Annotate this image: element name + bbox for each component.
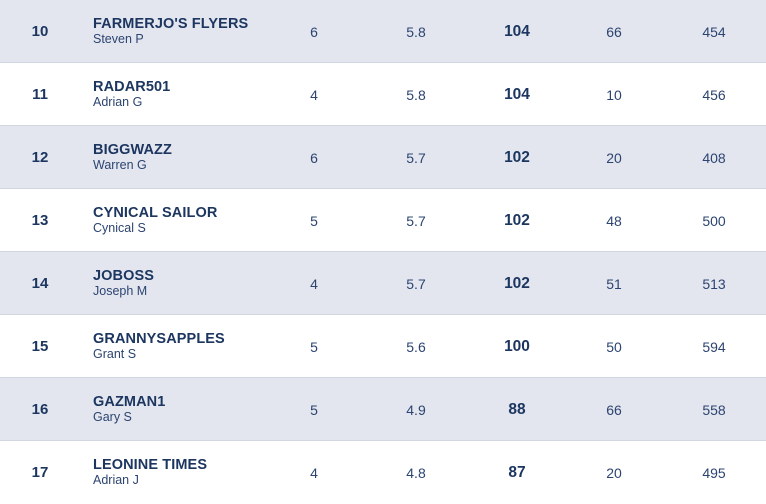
team-cell: LEONINE TIMES Adrian J <box>93 441 293 504</box>
team-name[interactable]: BIGGWAZZ <box>93 142 172 158</box>
table-row[interactable]: 16 GAZMAN1 Gary S 5 4.9 88 66 558 <box>0 378 766 441</box>
team-name[interactable]: FARMERJO'S FLYERS <box>93 16 249 32</box>
row-divider <box>0 377 766 378</box>
manager-name: Cynical S <box>93 221 146 235</box>
stat-cell-2: 5.7 <box>406 149 426 166</box>
stat-cell-3: 104 <box>504 85 530 103</box>
stat-cell-1: 4 <box>310 86 318 103</box>
stat-cell-2: 4.8 <box>406 464 426 481</box>
team-name[interactable]: GAZMAN1 <box>93 394 166 410</box>
team-name[interactable]: RADAR501 <box>93 79 171 95</box>
team-name[interactable]: CYNICAL SAILOR <box>93 205 218 221</box>
team-cell: CYNICAL SAILOR Cynical S <box>93 189 293 252</box>
stat-cell-1: 6 <box>310 149 318 166</box>
rank-cell: 17 <box>31 464 49 481</box>
rank-cell: 14 <box>31 275 49 292</box>
table-row[interactable]: 15 GRANNYSAPPLES Grant S 5 5.6 100 50 59… <box>0 315 766 378</box>
stat-cell-4: 48 <box>606 212 622 229</box>
team-cell: GAZMAN1 Gary S <box>93 378 293 441</box>
table-row[interactable]: 14 JOBOSS Joseph M 4 5.7 102 51 513 <box>0 252 766 315</box>
stat-cell-4: 66 <box>606 401 622 418</box>
manager-name: Joseph M <box>93 284 148 298</box>
stat-cell-4: 51 <box>606 275 622 292</box>
stat-cell-2: 5.7 <box>406 275 426 292</box>
team-cell: FARMERJO'S FLYERS Steven P <box>93 0 293 63</box>
table-row[interactable]: 10 FARMERJO'S FLYERS Steven P 6 5.8 104 … <box>0 0 766 63</box>
stat-cell-5: 495 <box>702 464 726 481</box>
stat-cell-2: 5.8 <box>406 86 426 103</box>
stat-cell-1: 5 <box>310 338 318 355</box>
row-divider <box>0 188 766 189</box>
stat-cell-5: 558 <box>702 401 726 418</box>
team-cell: BIGGWAZZ Warren G <box>93 126 293 189</box>
row-divider <box>0 314 766 315</box>
team-name[interactable]: JOBOSS <box>93 268 155 284</box>
team-name[interactable]: LEONINE TIMES <box>93 457 208 473</box>
manager-name: Steven P <box>93 32 144 46</box>
stat-cell-3: 104 <box>504 22 530 40</box>
team-cell: RADAR501 Adrian G <box>93 63 293 126</box>
stat-cell-3: 102 <box>504 274 530 292</box>
rank-cell: 12 <box>31 149 49 166</box>
rank-cell: 16 <box>31 401 49 418</box>
team-cell: GRANNYSAPPLES Grant S <box>93 315 293 378</box>
stat-cell-3: 88 <box>508 400 526 418</box>
stat-cell-5: 594 <box>702 338 726 355</box>
stat-cell-1: 4 <box>310 464 318 481</box>
team-cell: JOBOSS Joseph M <box>93 252 293 315</box>
manager-name: Warren G <box>93 158 147 172</box>
rank-cell: 10 <box>31 23 49 40</box>
stat-cell-2: 5.8 <box>406 23 426 40</box>
stat-cell-1: 5 <box>310 401 318 418</box>
table-row[interactable]: 17 LEONINE TIMES Adrian J 4 4.8 87 20 49… <box>0 441 766 504</box>
stat-cell-2: 5.7 <box>406 212 426 229</box>
table-row[interactable]: 11 RADAR501 Adrian G 4 5.8 104 10 456 <box>0 63 766 126</box>
team-name[interactable]: GRANNYSAPPLES <box>93 331 225 347</box>
table-row[interactable]: 12 BIGGWAZZ Warren G 6 5.7 102 20 408 <box>0 126 766 189</box>
stat-cell-4: 10 <box>606 86 622 103</box>
stat-cell-2: 4.9 <box>406 401 426 418</box>
stat-cell-4: 66 <box>606 23 622 40</box>
row-divider <box>0 251 766 252</box>
stat-cell-1: 5 <box>310 212 318 229</box>
stat-cell-5: 513 <box>702 275 726 292</box>
rank-cell: 11 <box>32 86 48 103</box>
rank-cell: 15 <box>31 338 49 355</box>
stat-cell-5: 456 <box>702 86 726 103</box>
manager-name: Adrian G <box>93 95 143 109</box>
stat-cell-1: 6 <box>310 23 318 40</box>
row-divider <box>0 62 766 63</box>
manager-name: Grant S <box>93 347 137 361</box>
stat-cell-5: 454 <box>702 23 726 40</box>
stat-cell-3: 87 <box>508 463 526 481</box>
stat-cell-1: 4 <box>310 275 318 292</box>
manager-name: Adrian J <box>93 473 139 487</box>
stat-cell-4: 50 <box>606 338 622 355</box>
row-divider <box>0 125 766 126</box>
table-row[interactable]: 13 CYNICAL SAILOR Cynical S 5 5.7 102 48… <box>0 189 766 252</box>
stat-cell-3: 102 <box>504 148 530 166</box>
stat-cell-5: 408 <box>702 149 726 166</box>
stat-cell-4: 20 <box>606 464 622 481</box>
row-divider <box>0 440 766 441</box>
rank-cell: 13 <box>31 212 49 229</box>
stat-cell-5: 500 <box>702 212 726 229</box>
stat-cell-4: 20 <box>606 149 622 166</box>
stat-cell-2: 5.6 <box>406 338 426 355</box>
stat-cell-3: 102 <box>504 211 530 229</box>
manager-name: Gary S <box>93 410 132 424</box>
stat-cell-3: 100 <box>504 337 530 355</box>
